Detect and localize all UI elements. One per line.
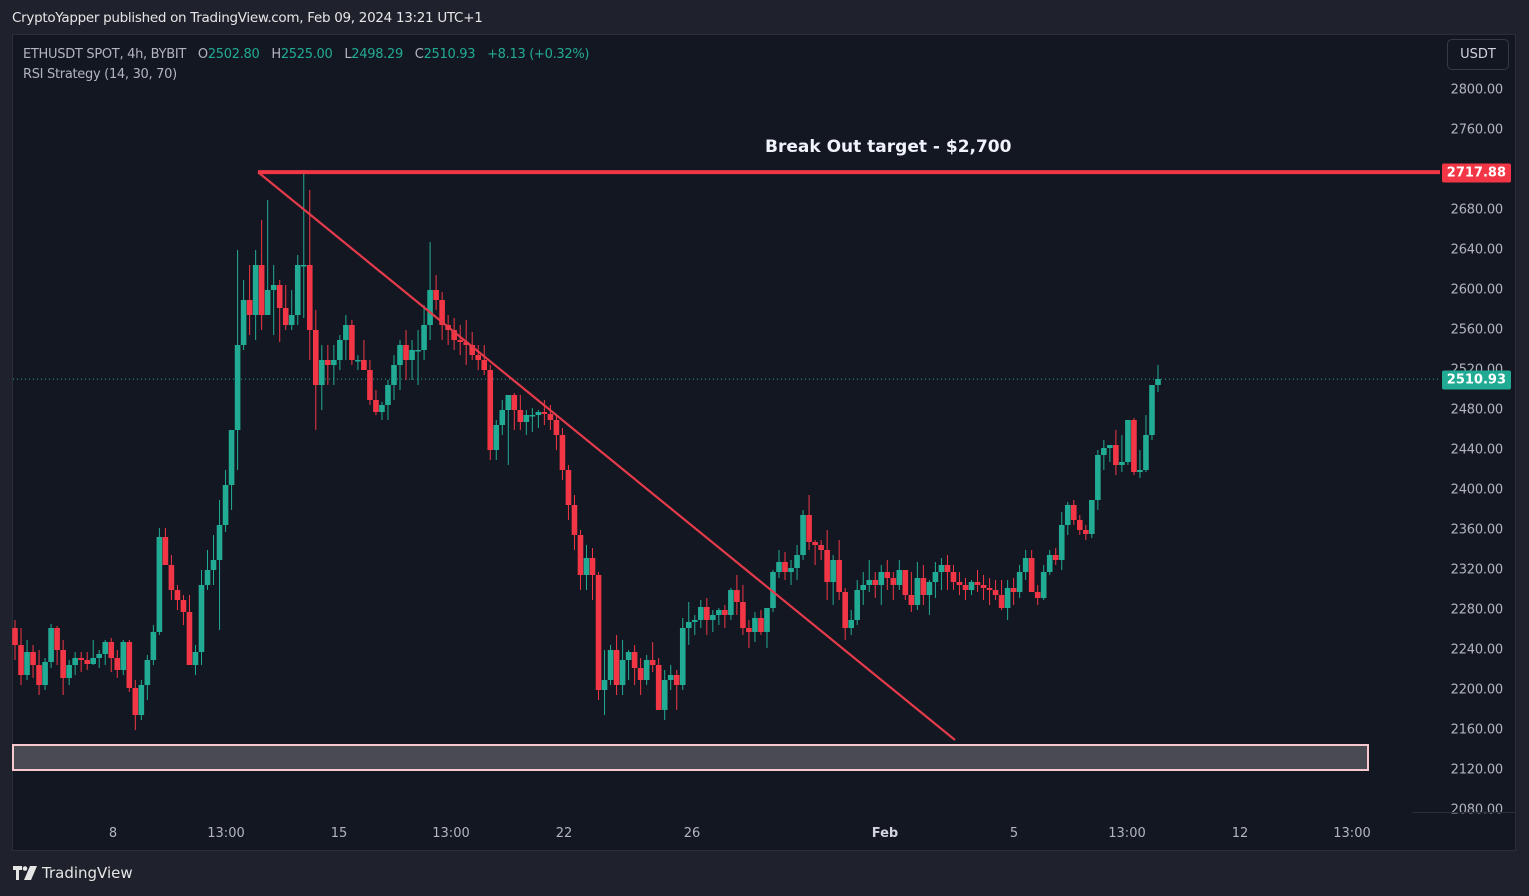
price-tick-label: 2120.00	[1450, 762, 1504, 778]
time-tick-label: 13:00	[1333, 826, 1371, 841]
descending-trendline[interactable]	[257, 171, 956, 741]
chart-legend: ETHUSDT SPOT, 4h, BYBIT O2502.80 H2525.0…	[23, 45, 590, 85]
time-tick-label: 13:00	[432, 826, 470, 841]
price-tick-label: 2440.00	[1450, 442, 1504, 458]
price-tick-label: 2600.00	[1450, 282, 1504, 298]
time-tick-label: 15	[330, 826, 348, 841]
ohlc-row: ETHUSDT SPOT, 4h, BYBIT O2502.80 H2525.0…	[23, 47, 590, 62]
support-zone-rect[interactable]	[12, 744, 1369, 771]
price-tick-label: 2560.00	[1450, 322, 1504, 338]
price-tick-label: 2640.00	[1450, 242, 1504, 258]
price-tick-label: 2400.00	[1450, 482, 1504, 498]
tradingview-logo-icon	[13, 866, 37, 880]
time-tick-label: Feb	[871, 826, 899, 841]
time-tick-label: 22	[555, 826, 573, 841]
time-tick-label: 13:00	[1108, 826, 1146, 841]
price-tick-label: 2760.00	[1450, 122, 1504, 138]
price-tick-label: 2240.00	[1450, 642, 1504, 658]
time-tick-label: 8	[108, 826, 118, 841]
breakout-target-annotation[interactable]: Break Out target - $2,700	[765, 137, 1012, 157]
change-value: +8.13 (+0.32%)	[487, 47, 590, 62]
last-price-tag: 2510.93	[1441, 370, 1511, 390]
currency-button[interactable]: USDT	[1447, 39, 1509, 70]
price-tick-label: 2680.00	[1450, 202, 1504, 218]
time-tick-label: 5	[1009, 826, 1019, 841]
price-tick-label: 2160.00	[1450, 722, 1504, 738]
target-price-tag: 2717.88	[1441, 163, 1511, 183]
symbol-label: ETHUSDT SPOT, 4h, BYBIT	[23, 47, 187, 62]
candles	[12, 170, 1161, 730]
high-value: 2525.00	[280, 47, 333, 62]
close-value: 2510.93	[423, 47, 476, 62]
price-tick-label: 2280.00	[1450, 602, 1504, 618]
time-tick-label: 13:00	[207, 826, 245, 841]
indicator-label[interactable]: RSI Strategy (14, 30, 70)	[23, 67, 177, 82]
time-tick-label: 26	[683, 826, 701, 841]
publisher-caption: CryptoYapper published on TradingView.co…	[12, 10, 483, 26]
support-zone[interactable]	[12, 378, 1440, 771]
price-tick-label: 2800.00	[1450, 82, 1504, 98]
drawings[interactable]	[257, 170, 1440, 741]
axis-corner-divider	[1412, 812, 1515, 813]
open-value: 2502.80	[207, 47, 260, 62]
price-tick-label: 2200.00	[1450, 682, 1504, 698]
footer-brand[interactable]: TradingView	[13, 864, 133, 882]
price-tick-label: 2080.00	[1450, 802, 1504, 818]
brand-name: TradingView	[42, 864, 133, 882]
low-value: 2498.29	[351, 47, 403, 62]
price-tick-label: 2320.00	[1450, 562, 1504, 578]
price-tick-label: 2480.00	[1450, 402, 1504, 418]
time-tick-label: 12	[1231, 826, 1249, 841]
price-tick-label: 2360.00	[1450, 522, 1504, 538]
